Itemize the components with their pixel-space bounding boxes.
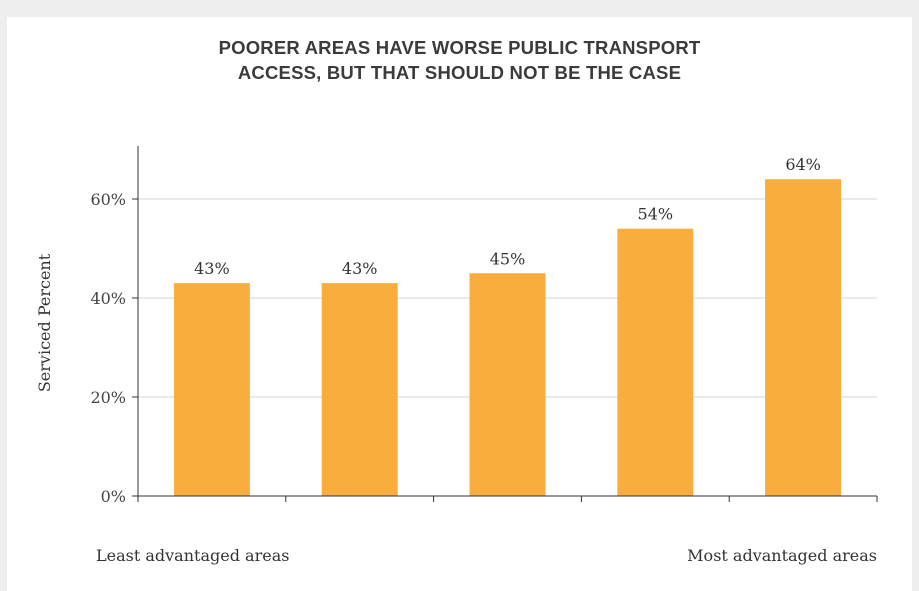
bar <box>173 283 250 496</box>
axes <box>132 146 878 502</box>
bar-value-label: 43% <box>194 259 230 278</box>
bar-value-label: 54% <box>638 205 674 224</box>
chart-title-line-2: ACCESS, BUT THAT SHOULD NOT BE THE CASE <box>237 62 682 83</box>
labels: 0% 20% 40% 60% 43% 43% 45% 54% 64% <box>90 155 820 506</box>
bar <box>321 283 398 496</box>
y-tick-label: 40% <box>90 289 126 308</box>
y-tick-label: 20% <box>90 388 126 407</box>
bar <box>617 228 694 496</box>
y-tick-label: 0% <box>101 487 126 506</box>
bar-value-label: 45% <box>490 249 526 268</box>
bar-value-label: 43% <box>342 259 378 278</box>
bar-value-label: 64% <box>785 155 821 174</box>
chart-title: POORER AREAS HAVE WORSE PUBLIC TRANSPORT… <box>0 35 919 85</box>
bars <box>173 179 842 496</box>
x-label-most-advantaged: Most advantaged areas <box>687 546 877 565</box>
bar <box>469 273 546 496</box>
chart-title-line-1: POORER AREAS HAVE WORSE PUBLIC TRANSPORT <box>218 37 701 58</box>
chart-card <box>7 17 912 591</box>
bar <box>765 179 842 496</box>
y-axis-label: Serviced Percent <box>35 253 54 392</box>
x-label-least-advantaged: Least advantaged areas <box>96 546 289 565</box>
y-tick-label: 60% <box>90 190 126 209</box>
